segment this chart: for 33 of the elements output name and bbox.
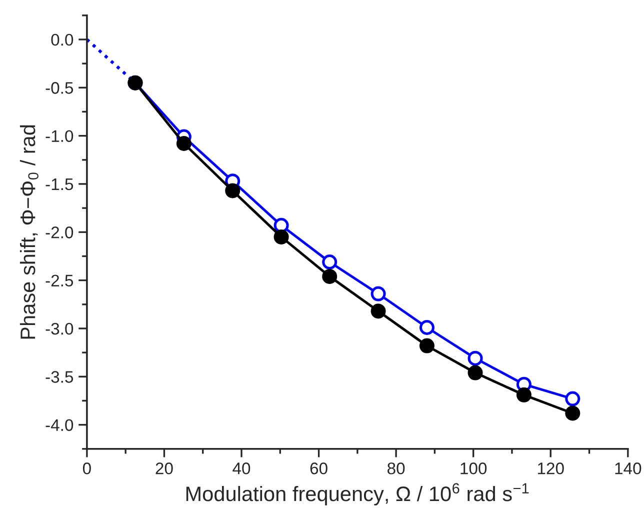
- y-tick-label: -3.0: [46, 322, 74, 335]
- y-tick-label: 0.0: [51, 34, 74, 46]
- y-axis-title: Phase shift, Φ−Φ$_{0}$ / rad: [20, 125, 38, 339]
- point: [322, 268, 338, 284]
- x-tick-label: 100: [460, 462, 487, 474]
- point: [322, 254, 338, 270]
- y-tick-label: -1.5: [46, 178, 74, 190]
- point: [419, 320, 434, 335]
- x-tick-label: 120: [538, 462, 564, 474]
- y-tick-label: -0.5: [46, 82, 74, 94]
- y-tick-label: -2.0: [46, 226, 74, 238]
- y-tick-label: -3.5: [46, 371, 74, 383]
- x-axis-title: Modulation frequency, Ω / 10$^{6}$ rad s$^{−1}$: [186, 483, 529, 506]
- point: [468, 365, 483, 380]
- point: [565, 406, 580, 421]
- point: [516, 387, 532, 402]
- point: [419, 338, 434, 354]
- point: [565, 391, 580, 406]
- x-tick-label: 140: [615, 462, 642, 474]
- point: [274, 229, 289, 244]
- y-tick-label: -1.0: [46, 130, 74, 142]
- x-tick-label: 0: [82, 462, 91, 474]
- point: [370, 286, 386, 302]
- y-tick-label: -2.5: [46, 274, 74, 286]
- point: [176, 136, 192, 152]
- x-tick-label: 40: [232, 462, 250, 474]
- point: [225, 183, 240, 198]
- point: [370, 304, 386, 319]
- y-tick-label: -4.0: [46, 419, 74, 431]
- x-tick-label: 80: [388, 462, 405, 474]
- x-tick-label: 60: [310, 462, 328, 474]
- point: [468, 350, 483, 366]
- x-tick-label: 20: [156, 462, 173, 474]
